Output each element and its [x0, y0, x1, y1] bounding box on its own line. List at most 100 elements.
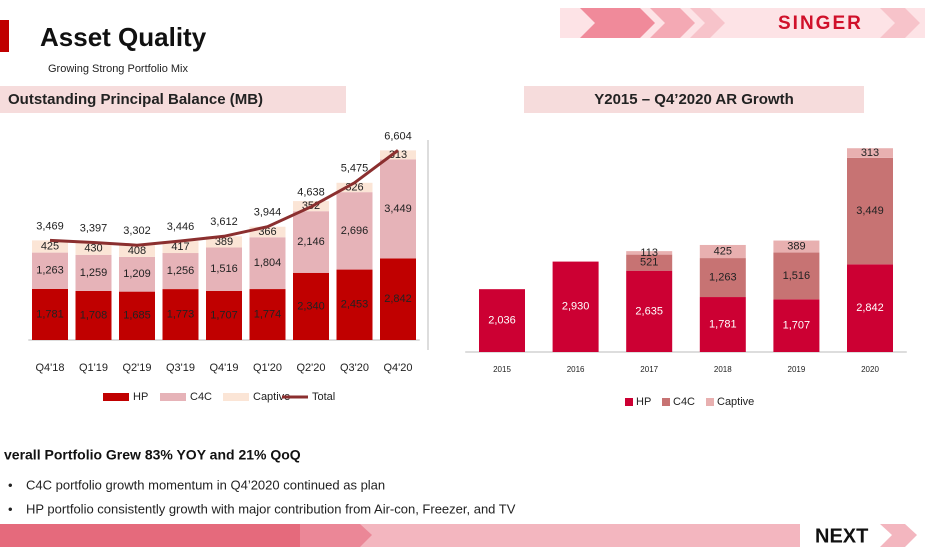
total-label: 6,604 [384, 130, 412, 142]
bar-segment [249, 237, 286, 290]
bar-segment [206, 290, 242, 340]
bar-segment [699, 297, 746, 352]
value-label: 2,842 [856, 302, 884, 314]
bullet-dot: • [8, 501, 13, 516]
bar-segment [293, 272, 329, 340]
x-tick-label: Q2'20 [296, 362, 325, 374]
chevron [580, 8, 655, 38]
title-accent [0, 20, 9, 52]
value-label: 425 [714, 245, 732, 257]
legend-swatch [160, 393, 186, 401]
bar-segment [626, 251, 673, 255]
banner-band [0, 524, 300, 547]
value-label: 2,842 [384, 293, 412, 305]
x-tick-label: 2019 [788, 365, 806, 374]
legend-label: HP [133, 391, 148, 403]
value-label: 1,263 [709, 271, 737, 283]
value-label: 425 [41, 240, 59, 252]
bar-segment [847, 148, 893, 158]
x-tick-label: Q1'20 [253, 362, 282, 374]
bar-segment [206, 236, 242, 248]
bar-segment [75, 290, 112, 340]
bullet-dot: • [8, 477, 13, 492]
bar-segment [847, 264, 893, 352]
x-tick-label: Q4'18 [35, 362, 64, 374]
value-label: 1,263 [36, 265, 64, 277]
value-label: 1,256 [167, 265, 195, 277]
bar-segment [75, 242, 112, 255]
bar-segment [162, 241, 199, 254]
value-label: 389 [215, 236, 233, 248]
value-label: 2,036 [488, 314, 516, 326]
total-label: 3,446 [167, 221, 195, 233]
bar-segment [249, 226, 286, 238]
total-label: 5,475 [341, 163, 369, 175]
x-tick-label: 2018 [714, 365, 732, 374]
value-label: 313 [389, 149, 407, 161]
value-label: 1,707 [783, 320, 811, 332]
value-label: 1,707 [210, 309, 238, 321]
value-label: 3,449 [856, 205, 884, 217]
value-label: 1,516 [210, 263, 238, 275]
bar-segment [336, 269, 373, 340]
bar-segment [626, 254, 673, 271]
bar-segment [336, 182, 373, 193]
value-label: 2,635 [635, 305, 663, 317]
chevron [880, 8, 920, 38]
legend-swatch [625, 398, 633, 406]
bar-segment [380, 258, 416, 340]
bar-segment [119, 245, 155, 257]
bar-segment [249, 289, 286, 340]
value-label: 1,773 [167, 308, 195, 320]
value-label: 1,685 [123, 310, 151, 322]
total-label: 3,302 [123, 225, 151, 237]
value-label: 417 [171, 241, 189, 253]
value-label: 113 [640, 247, 658, 259]
value-label: 1,259 [80, 267, 108, 279]
chart-header-box [524, 86, 864, 113]
bar-segment [773, 240, 820, 253]
value-label: 389 [787, 240, 805, 252]
bar-segment [773, 252, 820, 300]
bar-segment [32, 252, 68, 289]
value-label: 1,209 [123, 268, 151, 280]
x-tick-label: 2020 [861, 365, 879, 374]
x-tick-label: 2017 [640, 365, 658, 374]
value-label: 2,453 [341, 299, 369, 311]
x-tick-label: Q4'20 [383, 362, 412, 374]
value-label: 2,930 [562, 301, 590, 313]
bar-segment [847, 157, 893, 265]
legend-swatch [662, 398, 670, 406]
value-label: 2,340 [297, 300, 325, 312]
slide-subtitle: Growing Strong Portfolio Mix [48, 63, 188, 75]
total-label: 4,638 [297, 187, 325, 199]
legend-label: Captive [717, 396, 754, 408]
legend-label: C4C [673, 396, 695, 408]
legend-label: HP [636, 396, 651, 408]
bottom-banner [0, 524, 917, 547]
x-tick-label: Q4'19 [209, 362, 238, 374]
legend-label: C4C [190, 391, 212, 403]
total-label: 3,397 [80, 222, 108, 234]
bar-segment [773, 299, 820, 352]
legend-label: Captive [253, 391, 290, 403]
chevron [300, 524, 372, 547]
bar-segment [32, 240, 68, 253]
value-label: 1,708 [80, 309, 108, 321]
bar-segment [162, 253, 199, 290]
total-line [49, 149, 399, 247]
footer-logo: NEXT [815, 525, 868, 547]
x-tick-label: 2016 [567, 365, 585, 374]
value-label: 1,516 [783, 270, 811, 282]
bar-segment [699, 258, 746, 298]
value-label: 408 [128, 245, 146, 257]
bar-segment [162, 289, 199, 340]
value-label: 1,781 [709, 318, 737, 330]
value-label: 2,146 [297, 236, 325, 248]
chart-title: Y2015 – Q4’2020 AR Growth [594, 91, 794, 108]
total-label: 3,469 [36, 220, 64, 232]
chart-header-box [0, 86, 346, 113]
x-tick-label: Q1'19 [79, 362, 108, 374]
chevron [650, 8, 695, 38]
x-tick-label: 2015 [493, 365, 511, 374]
